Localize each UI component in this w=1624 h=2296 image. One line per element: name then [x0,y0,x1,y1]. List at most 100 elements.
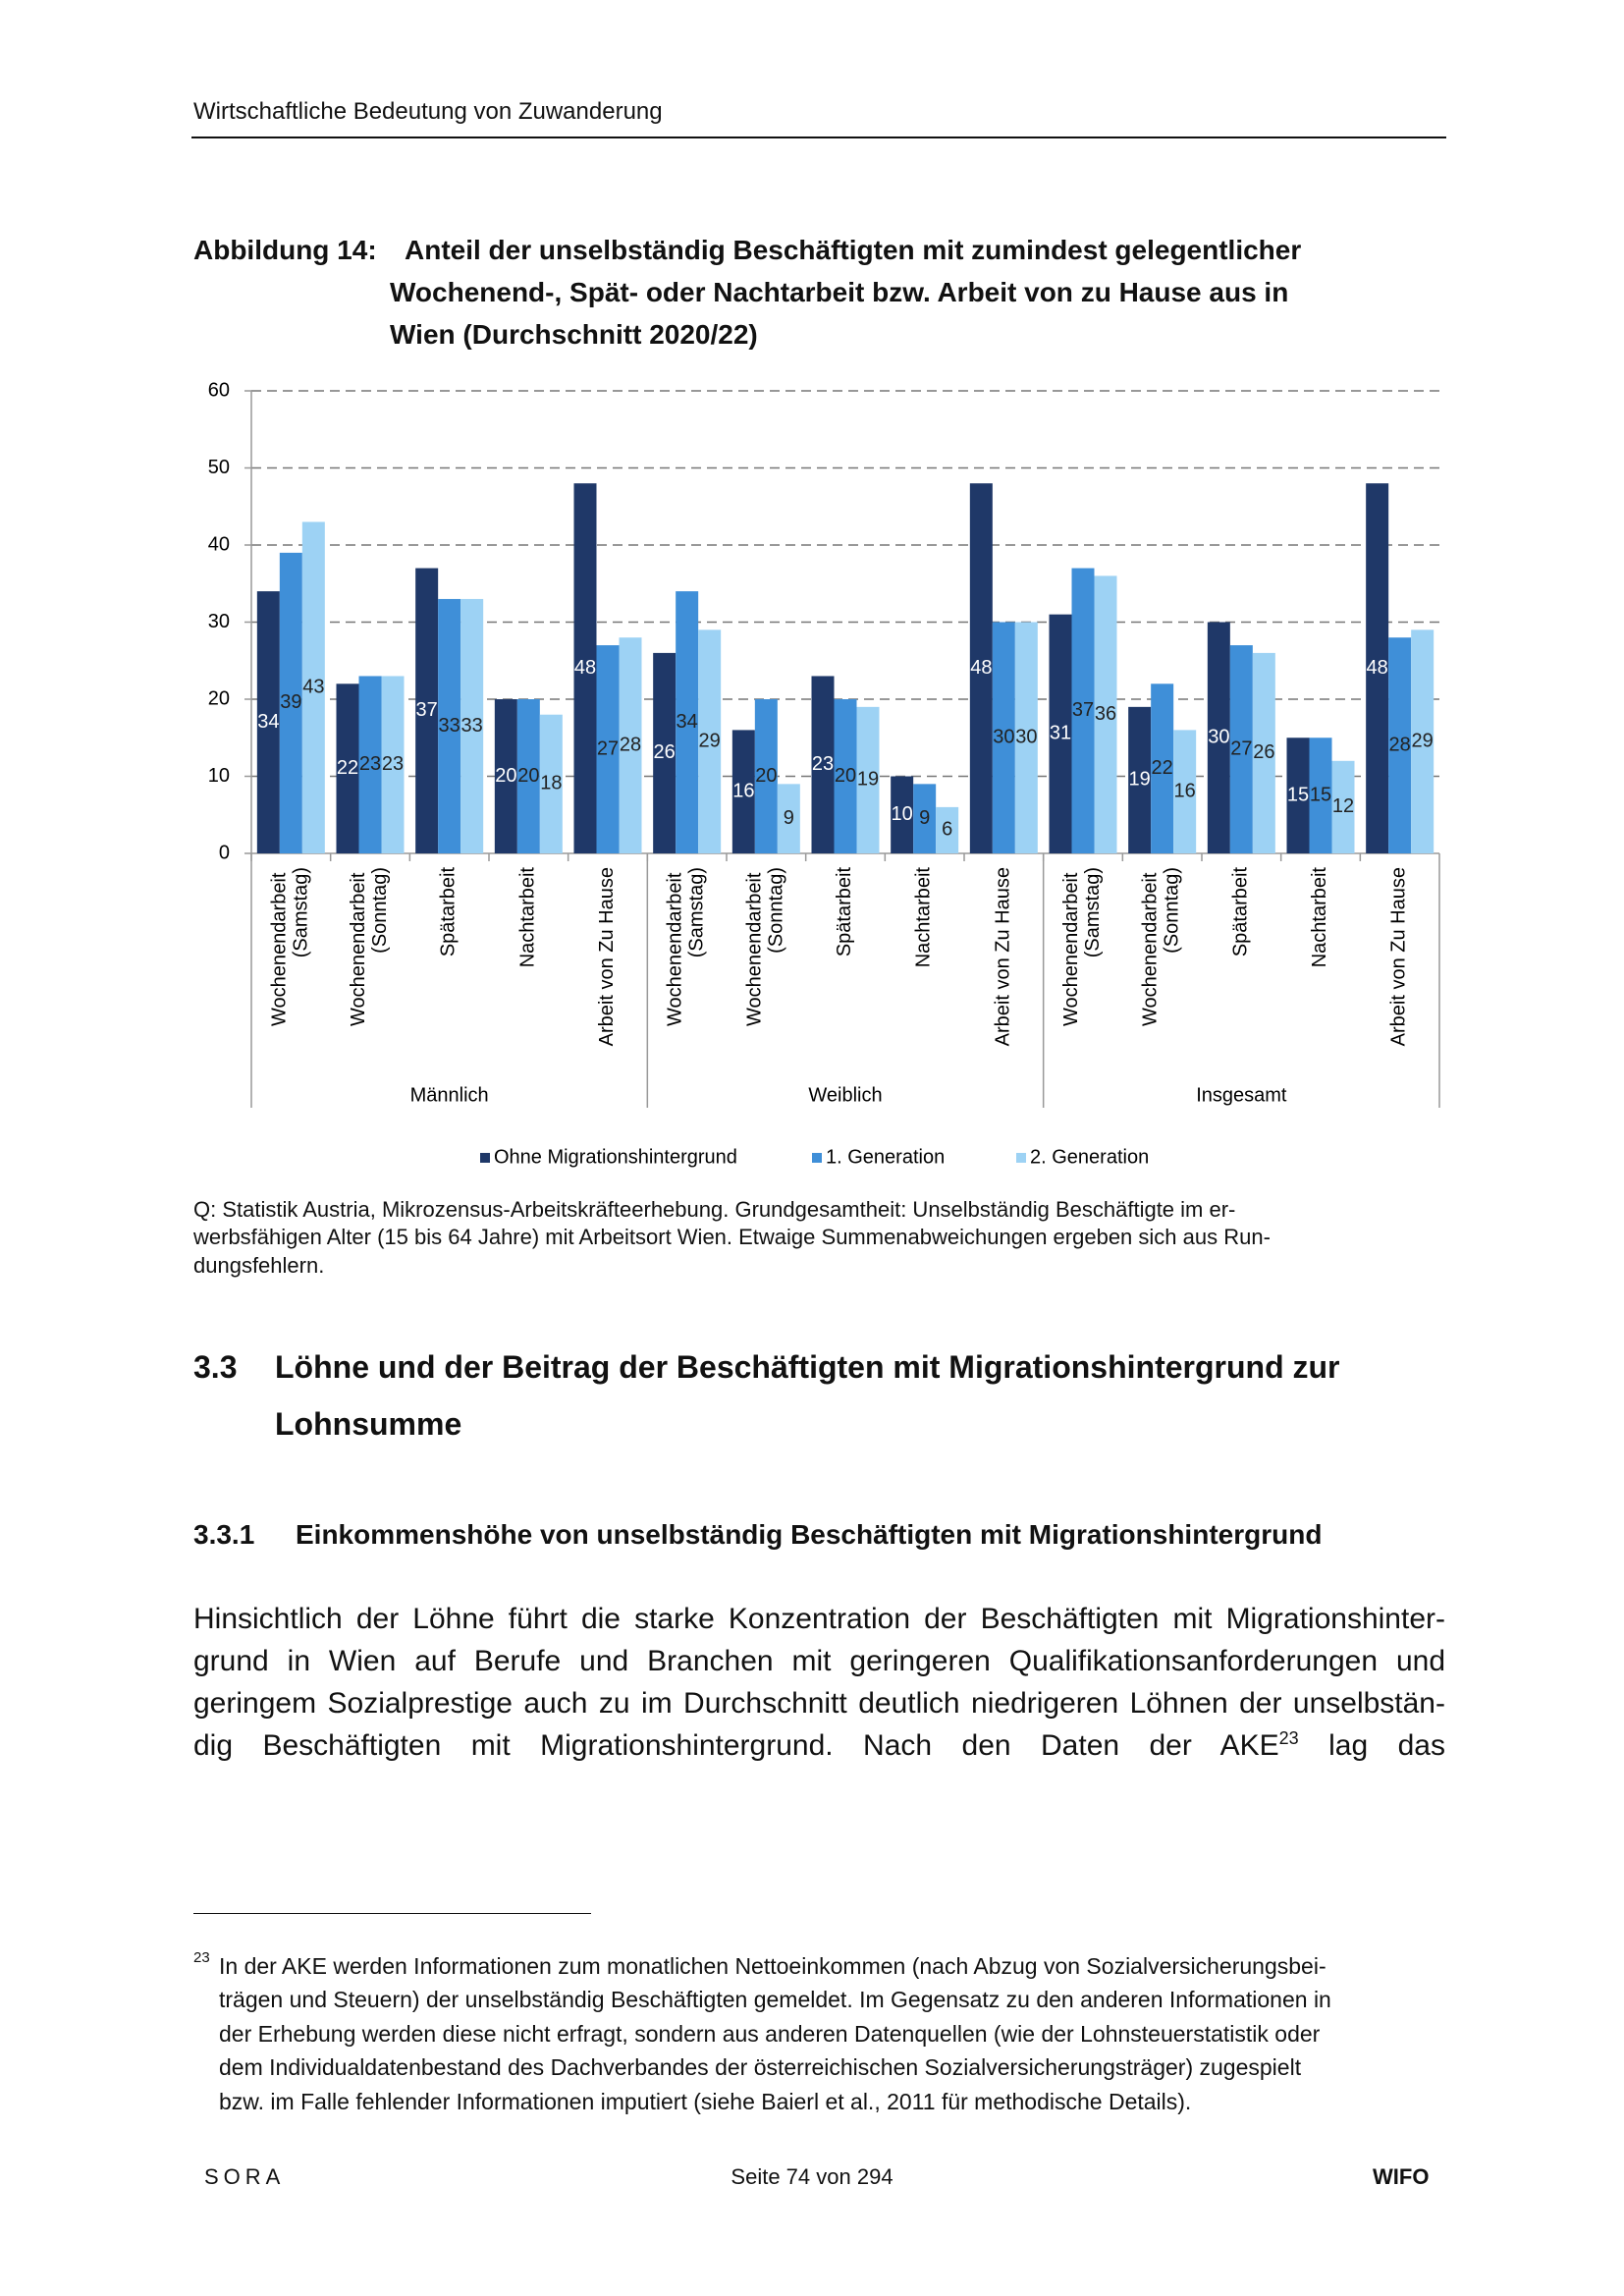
data-label: 31 [1050,723,1071,744]
data-label: 48 [970,657,992,679]
y-tick-label: 60 [208,379,230,401]
bar [494,699,517,853]
data-label: 6 [942,819,952,841]
x-tick-label: Spätarbeit [438,867,460,957]
paragraph-line: geringem Sozialprestige auch zu im Durch… [193,1687,1445,1720]
data-label: 36 [1095,703,1116,725]
x-tick-label: Wochenendarbeit (Samstag) [665,867,708,1026]
data-label: 34 [677,711,698,733]
data-label: 30 [1015,727,1037,748]
data-label: 16 [1174,780,1196,801]
bar [891,776,914,853]
footnote-ref: 23 [1278,1728,1299,1748]
legend-swatch [1016,1153,1026,1163]
y-tick-label: 0 [219,842,230,863]
bar [1128,706,1152,853]
paragraph-text: dig Beschäftigten mit Migrationshintergr… [193,1729,1279,1762]
data-label: 23 [812,753,834,775]
bar [1286,738,1310,853]
x-tick-label: Nachtarbeit [1309,867,1330,968]
source-line: Q: Statistik Austria, Mikrozensus-Arbeit… [193,1197,1236,1222]
paragraph-line: grund in Wien auf Berufe und Branchen mi… [193,1645,1445,1677]
x-tick-label: Wochenendarbeit (Samstag) [1060,867,1104,1026]
data-label: 48 [574,657,596,679]
data-label: 37 [1072,699,1094,721]
bar [460,598,484,853]
data-label: 29 [1412,730,1434,751]
data-label: 48 [1367,657,1388,679]
bar [653,652,677,853]
x-tick-label: Spätarbeit [1230,867,1252,957]
running-header: Wirtschaftliche Bedeutung von Zuwanderun… [193,98,663,125]
bar [381,676,405,853]
bar [856,706,880,853]
data-label: 28 [620,734,641,755]
bar [936,806,959,853]
data-label: 30 [993,727,1014,748]
y-tick-label: 20 [208,687,230,709]
bar [1207,622,1230,853]
group-label: Männlich [410,1084,489,1106]
y-tick-label: 10 [208,765,230,787]
caption-line: Anteil der unselbständig Beschäftigten m… [405,235,1302,265]
section-title: Lohnsumme [275,1406,462,1442]
bar [1071,568,1095,853]
bar [777,784,800,853]
bar [731,730,755,853]
legend-label: Ohne Migrationshintergrund [494,1146,737,1168]
paragraph-line: dig Beschäftigten mit Migrationshintergr… [193,1728,1445,1762]
data-label: 16 [732,780,754,801]
data-label: 23 [359,753,381,775]
bar [1173,730,1197,853]
caption-line: Wien (Durchschnitt 2020/22) [390,319,758,350]
footnote-line: trägen und Steuern) der unselbständig Be… [219,1987,1331,2012]
bar [676,591,699,853]
bar [1151,683,1174,853]
bar [1049,614,1072,853]
x-tick-label: Nachtarbeit [913,867,935,968]
bar [913,784,937,853]
bar [992,622,1015,853]
legend-label: 1. Generation [826,1146,945,1168]
x-tick-label: Arbeit von Zu Hause [1388,867,1410,1046]
footnote-line: In der AKE werden Informationen zum mona… [219,1953,1326,1979]
data-label: 20 [517,765,539,787]
data-label: 33 [461,715,483,737]
footnote-number: 23 [193,1949,210,1966]
bar [256,591,280,853]
data-label: 37 [416,699,438,721]
bar [969,483,993,853]
data-label: 9 [784,807,794,829]
data-label: 18 [540,773,562,794]
x-tick-label: Wochenendarbeit (Sonntag) [348,867,391,1026]
bar [336,683,359,853]
bar [539,714,563,853]
y-tick-label: 40 [208,533,230,555]
data-label: 27 [597,738,619,759]
caption-label: Abbildung 14: [193,235,377,265]
source-line: werbsfähigen Alter (15 bis 64 Jahre) mit… [193,1225,1271,1249]
bar [698,629,722,853]
data-label: 20 [755,765,777,787]
bar [358,676,382,853]
group-label: Insgesamt [1196,1084,1287,1106]
data-label: 12 [1332,795,1354,817]
bar [1411,629,1435,853]
bar [1229,645,1253,853]
bar [754,699,778,853]
group-label: Weiblich [808,1084,882,1106]
bar [301,521,325,853]
bar [573,483,597,853]
section-title: Löhne und der Beitrag der Beschäftigten … [275,1349,1340,1385]
subsection-title: Einkommenshöhe von unselbständig Beschäf… [296,1519,1323,1550]
footnote-line: dem Individualdatenbestand des Dachverba… [219,2054,1302,2080]
bar [1309,738,1332,853]
data-label: 43 [302,677,324,698]
data-label: 28 [1389,734,1411,755]
paragraph-text: lag das [1328,1729,1445,1762]
source-line: dungsfehlern. [193,1253,325,1278]
section-number: 3.3 [193,1349,238,1385]
data-label: 9 [919,807,930,829]
data-label: 22 [337,757,358,779]
